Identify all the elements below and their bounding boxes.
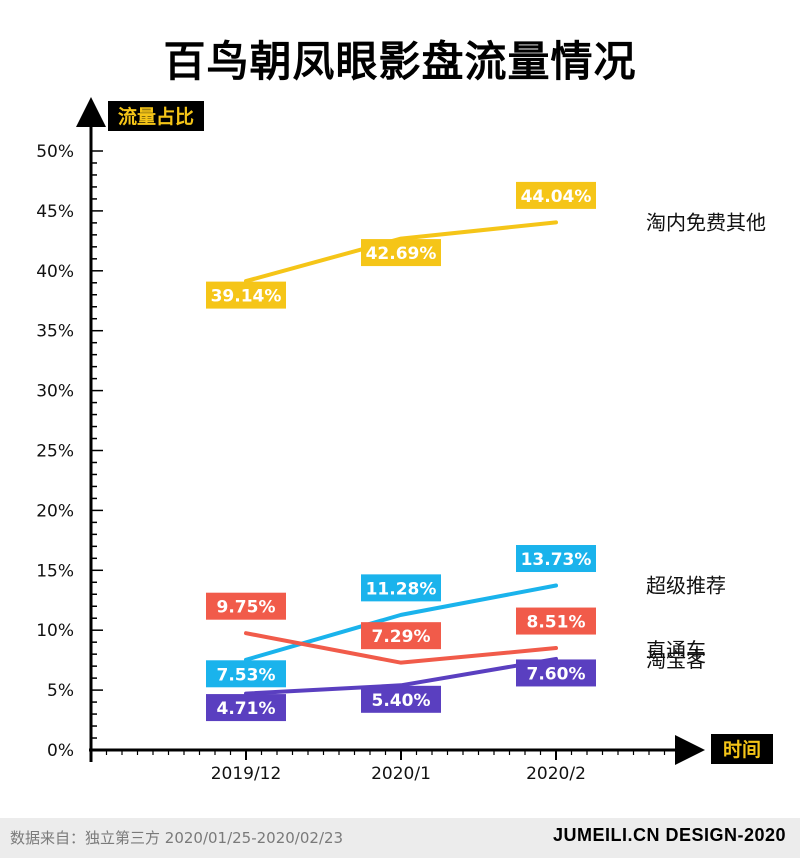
data-label: 9.75% — [217, 598, 276, 618]
data-label-box — [516, 545, 596, 573]
series-name-label: 淘宝客 — [646, 648, 706, 672]
y-tick-label: 30% — [36, 382, 74, 402]
footer-bar — [0, 818, 800, 858]
data-label: 11.28% — [366, 579, 437, 599]
y-axis-title: 流量占比 — [118, 105, 194, 128]
data-label-box — [206, 694, 286, 722]
data-source-note: 数据来自：独立第三方 2020/01/25-2020/02/23 — [10, 829, 344, 847]
y-tick-label: 50% — [36, 142, 74, 162]
data-label-box — [516, 607, 596, 635]
data-label: 42.69% — [366, 244, 437, 264]
series-name-label: 淘内免费其他 — [646, 210, 766, 234]
y-tick-label: 5% — [47, 681, 74, 701]
data-label: 44.04% — [521, 187, 592, 207]
y-tick-label: 15% — [36, 561, 74, 581]
x-tick-label: 2019/12 — [211, 764, 282, 784]
data-label: 8.51% — [527, 613, 586, 633]
y-tick-label: 45% — [36, 202, 74, 222]
x-tick-label: 2020/2 — [526, 764, 586, 784]
y-tick-label: 35% — [36, 322, 74, 342]
data-label: 5.40% — [372, 691, 431, 711]
chart-title: 百鸟朝凤眼影盘流量情况 — [163, 37, 637, 86]
x-tick-label: 2020/1 — [371, 764, 431, 784]
x-axis-title-box — [711, 734, 773, 764]
series-line-3 — [244, 631, 558, 665]
data-label-box — [361, 685, 441, 713]
data-label: 7.53% — [217, 665, 276, 685]
data-label-box — [361, 239, 441, 267]
data-label-box — [516, 659, 596, 687]
data-label: 7.29% — [372, 627, 431, 647]
data-label-box — [361, 574, 441, 602]
series-name-label: 超级推荐 — [646, 574, 726, 598]
data-label-box — [516, 181, 596, 209]
series-line-4 — [244, 656, 558, 696]
data-label: 13.73% — [521, 550, 592, 570]
brand-credit: JUMEILI.CN DESIGN-2020 — [552, 825, 786, 845]
x-axis-title: 时间 — [723, 739, 761, 761]
series-name-label: 直通车 — [646, 638, 706, 662]
y-tick-label: 25% — [36, 442, 74, 462]
y-tick-label: 40% — [36, 262, 74, 282]
data-label-box — [206, 592, 286, 620]
line-chart: 0% 5% 10% 15% 20% 25% 30% 35% 40% 45% 50% 2019/12 20… — [36, 97, 773, 784]
data-label-box — [361, 622, 441, 650]
y-tick-label: 0% — [47, 741, 74, 761]
data-label-box — [206, 281, 286, 309]
data-label: 39.14% — [211, 287, 282, 307]
series-line-1 — [244, 220, 558, 284]
data-label: 4.71% — [217, 699, 276, 719]
data-label: 7.60% — [527, 664, 586, 684]
data-label-box — [206, 660, 286, 688]
y-tick-label: 20% — [36, 501, 74, 521]
y-tick-label: 10% — [36, 621, 74, 641]
y-axis-title-box — [108, 101, 204, 131]
